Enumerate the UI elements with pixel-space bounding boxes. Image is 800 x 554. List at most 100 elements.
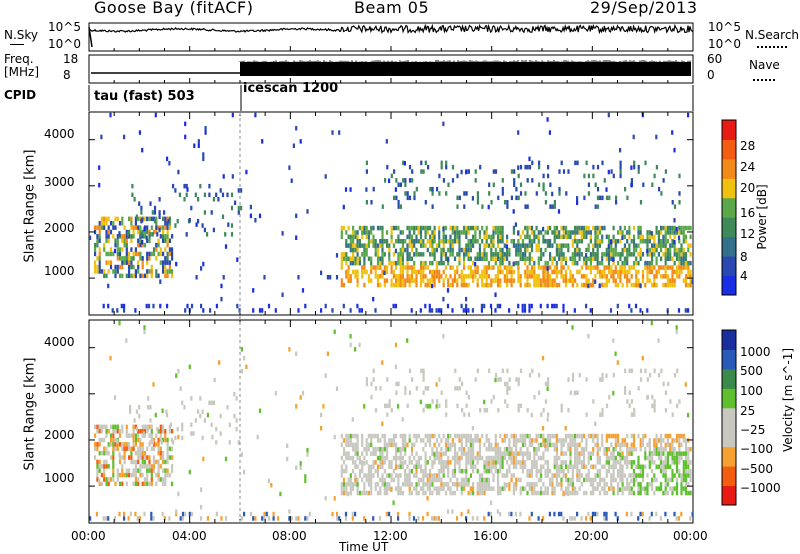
data-cell [637, 516, 640, 521]
data-cell [433, 274, 436, 279]
data-cell [424, 274, 427, 279]
data-cell [444, 447, 448, 452]
data-cell [675, 464, 679, 469]
data-cell [288, 516, 291, 521]
data-cell [564, 490, 568, 496]
data-cell [655, 230, 658, 235]
data-cell [596, 438, 599, 443]
data-cell [487, 438, 491, 443]
data-cell [141, 464, 144, 469]
data-cell [612, 239, 615, 244]
data-cell [501, 239, 504, 244]
data-cell [560, 265, 563, 270]
data-cell [406, 442, 409, 448]
data-cell [381, 451, 384, 456]
data-cell [578, 473, 581, 478]
data-cell [497, 451, 500, 456]
data-cell [367, 464, 370, 469]
data-cell [146, 468, 149, 473]
data-cell [626, 282, 629, 288]
data-cell [485, 278, 488, 283]
data-cell [361, 468, 364, 474]
data-cell [659, 516, 662, 521]
data-cell [601, 412, 604, 417]
data-cell [146, 472, 149, 478]
data-cell [140, 205, 143, 211]
data-cell [397, 477, 400, 483]
data-cell [164, 437, 167, 443]
data-cell [492, 182, 495, 187]
data-cell [435, 477, 438, 483]
data-cell [138, 201, 141, 206]
data-cell [433, 477, 436, 483]
data-cell [159, 251, 162, 257]
data-cell [424, 473, 427, 478]
data-cell [512, 455, 515, 461]
data-cell [585, 274, 588, 279]
data-cell [340, 442, 343, 448]
data-cell [447, 447, 450, 452]
data-cell [558, 252, 561, 257]
data-cell [515, 433, 518, 439]
data-cell [567, 447, 570, 452]
data-cell [585, 464, 588, 469]
data-cell [386, 164, 389, 170]
data-cell [347, 274, 350, 279]
power-colorbar-frame [721, 119, 737, 296]
data-cell [517, 247, 520, 253]
data-cell [132, 437, 135, 443]
data-cell [465, 234, 468, 240]
data-cell [524, 464, 527, 469]
data-cell [553, 455, 556, 461]
data-cell [166, 225, 169, 230]
data-cell [408, 234, 411, 240]
data-cell [574, 234, 577, 240]
data-cell [623, 442, 626, 448]
data-cell [134, 308, 137, 313]
data-cell [664, 390, 667, 395]
data-cell [460, 490, 463, 496]
data-cell [501, 438, 504, 443]
data-cell [365, 230, 368, 235]
data-cell [494, 247, 497, 253]
data-cell [569, 438, 572, 443]
data-cell [429, 442, 432, 448]
data-cell [94, 242, 97, 248]
data-cell [453, 234, 457, 240]
data-cell [499, 256, 502, 261]
data-cell [130, 472, 133, 478]
data-cell [637, 278, 640, 283]
data-cell [569, 490, 572, 496]
data-cell [458, 247, 461, 253]
data-cell [340, 486, 343, 491]
nsky-right-tick-top: 10^5 [708, 20, 741, 34]
data-cell [598, 243, 602, 248]
data-cell [546, 490, 549, 496]
data-cell [292, 143, 295, 148]
data-cell [510, 274, 513, 279]
data-cell [128, 256, 131, 261]
data-cell [424, 200, 427, 205]
data-cell [671, 438, 674, 443]
data-cell [456, 386, 459, 391]
data-cell [153, 205, 157, 211]
data-cell [420, 368, 423, 374]
data-cell [648, 230, 651, 235]
data-cell [465, 274, 468, 279]
data-cell [149, 232, 152, 237]
data-cell [573, 516, 576, 521]
data-cell [137, 264, 140, 270]
data-cell [399, 230, 402, 235]
data-cell [684, 490, 688, 496]
data-cell [504, 399, 507, 404]
data-cell [655, 256, 658, 261]
data-cell [335, 253, 339, 258]
data-cell [155, 247, 158, 252]
data-cell [605, 511, 608, 517]
data-cell [474, 169, 477, 174]
data-cell [594, 442, 597, 448]
data-cell [558, 282, 561, 288]
data-cell [383, 438, 386, 443]
data-cell [433, 247, 436, 253]
data-cell [513, 182, 516, 187]
